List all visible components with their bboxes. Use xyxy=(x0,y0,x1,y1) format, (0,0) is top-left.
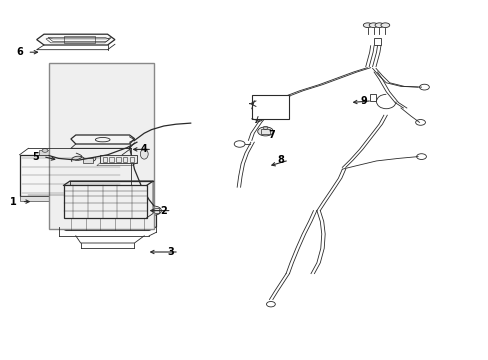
Bar xyxy=(109,157,114,162)
Bar xyxy=(129,157,134,162)
Bar xyxy=(100,155,137,163)
Polygon shape xyxy=(59,205,156,230)
Bar xyxy=(39,150,51,155)
Ellipse shape xyxy=(146,206,161,215)
Text: 6: 6 xyxy=(16,47,23,57)
Text: 1: 1 xyxy=(10,197,17,207)
Text: 7: 7 xyxy=(267,130,274,140)
Bar xyxy=(373,38,381,45)
Ellipse shape xyxy=(380,23,389,27)
Bar xyxy=(83,158,93,163)
Polygon shape xyxy=(71,135,134,144)
Text: 9: 9 xyxy=(360,96,367,106)
Bar xyxy=(49,63,154,229)
Ellipse shape xyxy=(257,127,273,136)
Bar xyxy=(369,94,375,101)
Text: 2: 2 xyxy=(160,206,167,216)
Bar xyxy=(20,155,122,196)
Ellipse shape xyxy=(140,149,148,159)
Ellipse shape xyxy=(42,149,48,152)
Bar xyxy=(260,129,270,134)
Text: 4: 4 xyxy=(141,144,147,154)
Text: 3: 3 xyxy=(167,247,174,257)
Ellipse shape xyxy=(368,23,377,27)
Ellipse shape xyxy=(71,149,77,152)
Ellipse shape xyxy=(363,23,371,27)
Polygon shape xyxy=(63,185,146,218)
Bar xyxy=(251,95,288,119)
Bar xyxy=(102,157,107,162)
Text: 5: 5 xyxy=(32,152,39,162)
Bar xyxy=(149,208,159,213)
Ellipse shape xyxy=(374,23,383,27)
Bar xyxy=(63,36,95,43)
Bar xyxy=(126,138,134,144)
Text: 8: 8 xyxy=(277,155,284,165)
Bar xyxy=(20,196,122,201)
Bar xyxy=(122,157,127,162)
Polygon shape xyxy=(37,34,115,45)
Bar xyxy=(68,150,81,155)
Bar xyxy=(116,157,120,162)
